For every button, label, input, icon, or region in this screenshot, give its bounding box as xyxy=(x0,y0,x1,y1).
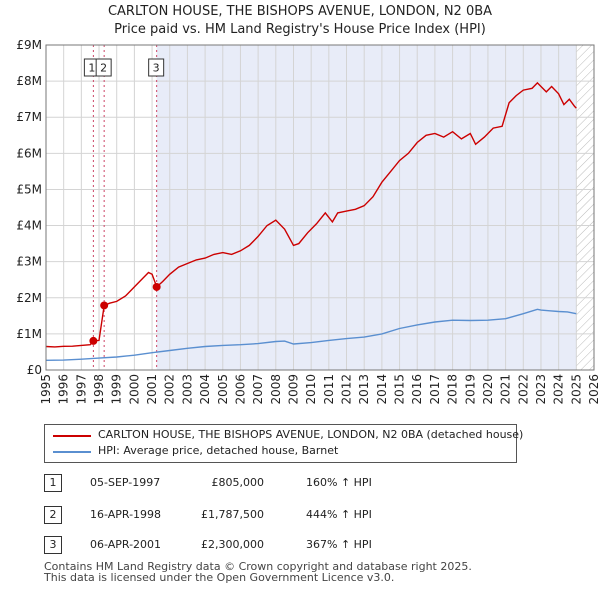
x-tick-label: 2011 xyxy=(322,374,336,405)
sale-point xyxy=(152,282,161,291)
forecast-hatch xyxy=(576,45,594,370)
y-tick-label: £9M xyxy=(16,38,42,52)
x-tick-label: 2006 xyxy=(233,374,247,405)
chart-title: CARLTON HOUSE, THE BISHOPS AVENUE, LONDO… xyxy=(107,4,493,19)
x-tick-label: 2017 xyxy=(428,374,442,405)
x-tick-label: 2019 xyxy=(463,374,477,405)
x-tick-label: 2010 xyxy=(304,374,318,405)
sale-number: 1 xyxy=(44,474,62,492)
shaded-period xyxy=(156,45,577,370)
property-price-line xyxy=(45,81,577,348)
y-tick-label: £1M xyxy=(16,327,42,341)
x-tick-label: 2012 xyxy=(340,374,354,405)
y-tick-label: £4M xyxy=(16,219,42,233)
legend-label-hpi: HPI: Average price, detached house, Barn… xyxy=(98,444,339,457)
sale-number: 2 xyxy=(44,506,62,524)
y-tick-label: £5M xyxy=(16,182,42,196)
sale-row-1: 1 05-SEP-1997 £805,000 160% ↑ HPI xyxy=(44,474,504,492)
sale-number: 3 xyxy=(44,536,62,554)
sale-point xyxy=(100,301,109,310)
sale-row-2: 2 16-APR-1998 £1,787,500 444% ↑ HPI xyxy=(44,506,504,524)
footer-license: This data is licensed under the Open Gov… xyxy=(44,571,395,584)
chart-legend: CARLTON HOUSE, THE BISHOPS AVENUE, LONDO… xyxy=(44,424,523,463)
hpi-line xyxy=(45,308,577,361)
x-tick-label: 2020 xyxy=(481,374,495,405)
x-tick-label: 2021 xyxy=(499,374,513,405)
sale-date: 05-SEP-1997 xyxy=(90,476,161,489)
legend-swatch-hpi xyxy=(53,451,91,453)
x-tick-label: 2003 xyxy=(180,374,194,405)
legend-label-property: CARLTON HOUSE, THE BISHOPS AVENUE, LONDO… xyxy=(98,428,524,441)
sale-label-text: 1 xyxy=(88,62,95,75)
x-tick-label: 2016 xyxy=(410,374,424,405)
y-tick-label: £6M xyxy=(16,146,42,160)
x-tick-label: 2013 xyxy=(357,374,371,405)
x-tick-label: 2024 xyxy=(552,374,566,405)
x-tick-label: 2018 xyxy=(446,374,460,405)
x-tick-label: 2000 xyxy=(127,374,141,405)
sale-price: £1,787,500 xyxy=(201,508,264,521)
sale-label-box xyxy=(148,58,165,77)
sale-label-box xyxy=(95,58,112,77)
x-tick-label: 1999 xyxy=(110,374,124,405)
sale-date: 06-APR-2001 xyxy=(90,538,162,551)
chart-subtitle: Price paid vs. HM Land Registry's House … xyxy=(114,22,486,37)
footer-copyright: Contains HM Land Registry data © Crown c… xyxy=(44,560,472,573)
x-tick-label: 1997 xyxy=(74,374,88,405)
x-tick-label: 2007 xyxy=(251,374,265,405)
x-tick-label: 2001 xyxy=(145,374,159,405)
x-tick-label: 2004 xyxy=(198,374,212,405)
x-tick-label: 2005 xyxy=(216,374,230,405)
sale-hpi-change: 160% ↑ HPI xyxy=(306,476,372,489)
legend-swatch-property xyxy=(53,435,91,437)
x-tick-label: 2014 xyxy=(375,374,389,405)
sale-row-3: 3 06-APR-2001 £2,300,000 367% ↑ HPI xyxy=(44,536,504,554)
sale-date: 16-APR-1998 xyxy=(90,508,162,521)
y-tick-label: £0 xyxy=(27,363,42,377)
y-tick-label: £7M xyxy=(16,110,42,124)
sale-point xyxy=(89,336,98,345)
sale-label-text: 3 xyxy=(153,62,160,75)
plot-border xyxy=(45,44,595,371)
y-tick-label: £8M xyxy=(16,74,42,88)
sale-label-text: 2 xyxy=(100,62,107,75)
sale-price: £2,300,000 xyxy=(201,538,264,551)
x-tick-label: 2026 xyxy=(587,374,600,405)
x-tick-label: 1998 xyxy=(92,374,106,405)
x-tick-label: 2023 xyxy=(534,374,548,405)
x-tick-label: 2025 xyxy=(569,374,583,405)
x-tick-label: 2015 xyxy=(393,374,407,405)
x-tick-label: 2008 xyxy=(269,374,283,405)
x-tick-label: 1995 xyxy=(39,374,53,405)
x-tick-label: 1996 xyxy=(57,374,71,405)
sale-hpi-change: 367% ↑ HPI xyxy=(306,538,372,551)
sale-price: £805,000 xyxy=(211,476,265,489)
x-tick-label: 2009 xyxy=(286,374,300,405)
x-tick-label: 2022 xyxy=(516,374,530,405)
y-tick-label: £2M xyxy=(16,291,42,305)
y-tick-label: £3M xyxy=(16,255,42,269)
x-tick-label: 2002 xyxy=(163,374,177,405)
sale-hpi-change: 444% ↑ HPI xyxy=(306,508,372,521)
